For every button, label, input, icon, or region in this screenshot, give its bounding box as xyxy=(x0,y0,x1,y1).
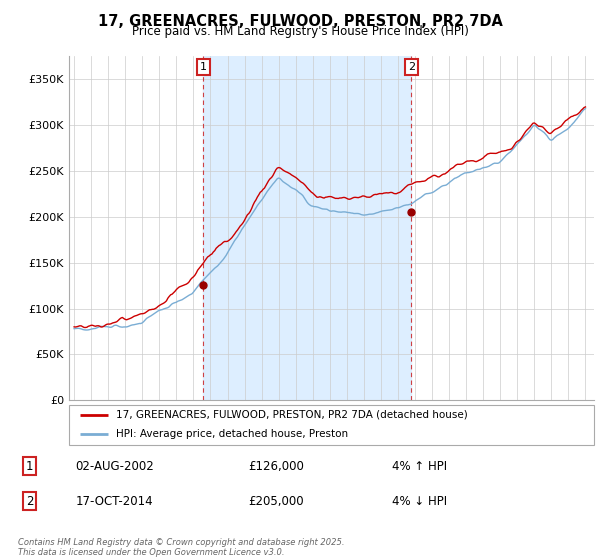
Text: 4% ↑ HPI: 4% ↑ HPI xyxy=(392,460,448,473)
Text: £126,000: £126,000 xyxy=(248,460,304,473)
Text: 4% ↓ HPI: 4% ↓ HPI xyxy=(392,494,448,508)
Text: 17, GREENACRES, FULWOOD, PRESTON, PR2 7DA (detached house): 17, GREENACRES, FULWOOD, PRESTON, PR2 7D… xyxy=(116,410,468,420)
Text: 02-AUG-2002: 02-AUG-2002 xyxy=(76,460,154,473)
Text: 1: 1 xyxy=(26,460,33,473)
Text: Price paid vs. HM Land Registry's House Price Index (HPI): Price paid vs. HM Land Registry's House … xyxy=(131,25,469,38)
Text: 1: 1 xyxy=(200,62,207,72)
Bar xyxy=(203,56,412,400)
Text: HPI: Average price, detached house, Preston: HPI: Average price, detached house, Pres… xyxy=(116,429,349,439)
Text: £205,000: £205,000 xyxy=(248,494,304,508)
Text: Contains HM Land Registry data © Crown copyright and database right 2025.
This d: Contains HM Land Registry data © Crown c… xyxy=(18,538,344,557)
Text: 17, GREENACRES, FULWOOD, PRESTON, PR2 7DA: 17, GREENACRES, FULWOOD, PRESTON, PR2 7D… xyxy=(98,14,502,29)
Text: 2: 2 xyxy=(408,62,415,72)
Text: 2: 2 xyxy=(26,494,33,508)
Text: 17-OCT-2014: 17-OCT-2014 xyxy=(76,494,153,508)
FancyBboxPatch shape xyxy=(69,405,594,445)
